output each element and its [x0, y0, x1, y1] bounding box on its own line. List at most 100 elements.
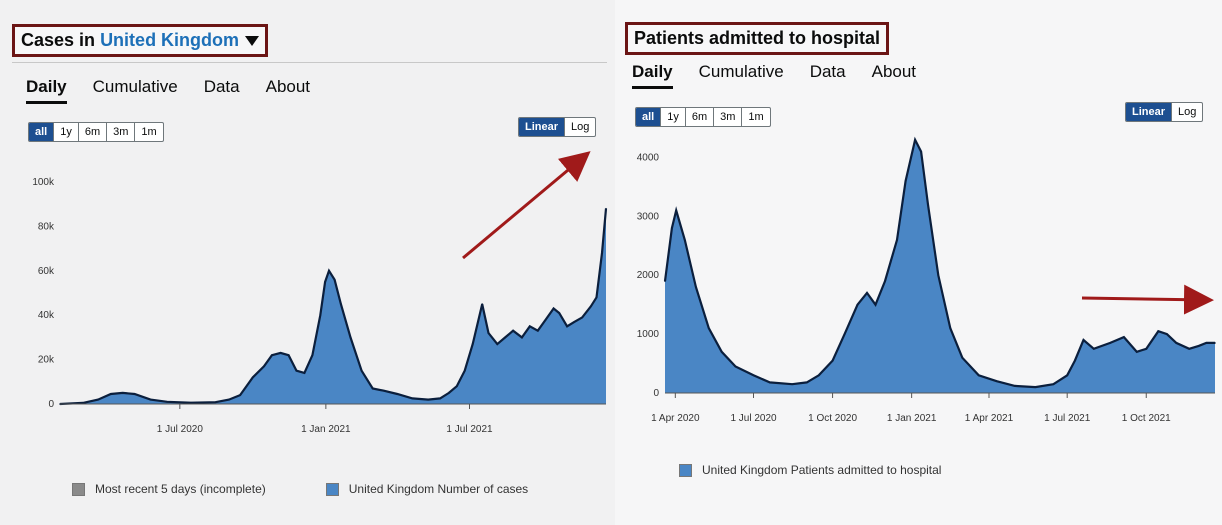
- data-point: [1052, 383, 1055, 385]
- data-point: [734, 365, 737, 368]
- x-tick-label: 1 Apr 2020: [651, 413, 700, 424]
- data-point: [595, 296, 598, 299]
- cases-title-selector[interactable]: Cases in United Kingdom: [12, 24, 269, 57]
- series-area: [665, 139, 1215, 393]
- data-point: [874, 303, 877, 306]
- cases-tabs: Daily Cumulative Data About: [26, 77, 310, 104]
- data-point: [977, 374, 980, 377]
- data-point: [949, 327, 952, 330]
- chevron-down-icon[interactable]: [245, 36, 260, 47]
- y-tick-label: 2000: [637, 270, 660, 281]
- log-scale-button[interactable]: Log: [1171, 103, 1202, 121]
- legend-admissions: United Kingdom Patients admitted to hosp…: [702, 463, 942, 477]
- data-point: [552, 307, 555, 310]
- y-tick-label: 100k: [32, 177, 55, 188]
- range-6m-button[interactable]: 6m: [77, 123, 106, 141]
- data-point: [708, 327, 710, 330]
- data-point: [396, 393, 399, 395]
- cases-swatch: [325, 482, 339, 496]
- data-point: [1074, 359, 1076, 362]
- data-point: [671, 227, 673, 229]
- data-point: [456, 385, 458, 388]
- data-point: [544, 318, 547, 321]
- data-point: [133, 393, 136, 395]
- range-1y-button[interactable]: 1y: [53, 123, 78, 141]
- hospital-title: Patients admitted to hospital: [625, 22, 890, 55]
- cases-chart: 0 20k 40k 60k 80k 100k 1 Jul 2020 1 Jan 2021 1 J…: [32, 177, 608, 435]
- data-point: [664, 280, 666, 282]
- tab-daily[interactable]: Daily: [632, 62, 673, 89]
- range-all-button[interactable]: all: [636, 108, 661, 126]
- tab-about[interactable]: About: [871, 62, 917, 81]
- time-range-selector: all 1y 6m 3m 1m: [635, 107, 771, 127]
- data-point: [914, 138, 916, 141]
- data-point: [263, 365, 265, 368]
- data-point: [252, 376, 254, 379]
- y-tick-label: 20k: [38, 355, 55, 366]
- legend-cases: United Kingdom Number of cases: [348, 482, 529, 496]
- data-point: [349, 336, 352, 339]
- cases-panel: Cases in United Kingdom Daily Cumulative…: [12, 24, 608, 496]
- data-point: [190, 401, 192, 404]
- tab-cumulative[interactable]: Cumulative: [698, 62, 784, 81]
- data-point: [884, 280, 886, 282]
- range-1y-button[interactable]: 1y: [660, 108, 685, 126]
- range-3m-button[interactable]: 3m: [713, 108, 741, 126]
- data-point: [295, 369, 298, 372]
- data-point: [566, 325, 568, 328]
- data-point: [752, 374, 755, 377]
- x-tick-label: 1 Jan 2021: [887, 413, 937, 424]
- data-point: [82, 402, 84, 404]
- y-tick-label: 0: [48, 399, 54, 410]
- range-1m-button[interactable]: 1m: [134, 123, 162, 141]
- range-all-button[interactable]: all: [29, 123, 54, 141]
- data-point: [333, 278, 336, 281]
- x-tick-label: 1 Apr 2021: [965, 413, 1014, 424]
- data-point: [504, 336, 507, 339]
- tab-data[interactable]: Data: [203, 77, 240, 96]
- y-tick-label: 60k: [38, 266, 55, 277]
- data-point: [439, 397, 441, 400]
- data-point: [324, 281, 326, 283]
- x-tick-label: 1 Jul 2020: [157, 424, 204, 435]
- data-point: [448, 392, 450, 394]
- linear-scale-button[interactable]: Linear: [1126, 103, 1172, 121]
- tab-about[interactable]: About: [265, 77, 311, 96]
- hospital-legend: United Kingdom Patients admitted to hosp…: [679, 463, 941, 477]
- data-point: [590, 305, 592, 308]
- cases-title-prefix: Cases in: [21, 30, 96, 50]
- data-point: [695, 286, 697, 288]
- data-point: [920, 150, 922, 153]
- data-point: [1109, 342, 1111, 344]
- tab-daily[interactable]: Daily: [26, 77, 67, 104]
- range-6m-button[interactable]: 6m: [684, 108, 713, 126]
- data-point: [961, 356, 964, 359]
- cases-legend: Most recent 5 days (incomplete) United K…: [72, 482, 528, 496]
- log-scale-button[interactable]: Log: [564, 118, 595, 136]
- data-point: [856, 303, 859, 306]
- location-name: United Kingdom: [100, 30, 240, 50]
- data-point: [720, 350, 723, 353]
- data-point: [481, 303, 483, 305]
- tab-data[interactable]: Data: [809, 62, 846, 81]
- time-range-selector: all 1y 6m 3m 1m: [28, 122, 164, 142]
- data-point: [471, 343, 474, 345]
- data-point: [149, 398, 152, 401]
- range-3m-button[interactable]: 3m: [106, 123, 134, 141]
- data-point: [1145, 348, 1148, 350]
- data-point: [279, 352, 282, 354]
- data-point: [937, 274, 940, 277]
- data-point: [166, 400, 168, 403]
- linear-scale-button[interactable]: Linear: [519, 118, 565, 136]
- x-tick-label: 1 Oct 2020: [808, 413, 857, 424]
- legend-incomplete: Most recent 5 days (incomplete): [95, 482, 266, 496]
- tab-cumulative[interactable]: Cumulative: [92, 77, 178, 96]
- range-1m-button[interactable]: 1m: [741, 108, 769, 126]
- scale-selector: Linear Log: [1125, 102, 1204, 122]
- scale-selector: Linear Log: [518, 117, 597, 137]
- data-point: [214, 401, 217, 404]
- data-point: [866, 292, 868, 294]
- data-point: [573, 321, 576, 323]
- data-point: [1082, 339, 1085, 341]
- data-point: [340, 303, 342, 305]
